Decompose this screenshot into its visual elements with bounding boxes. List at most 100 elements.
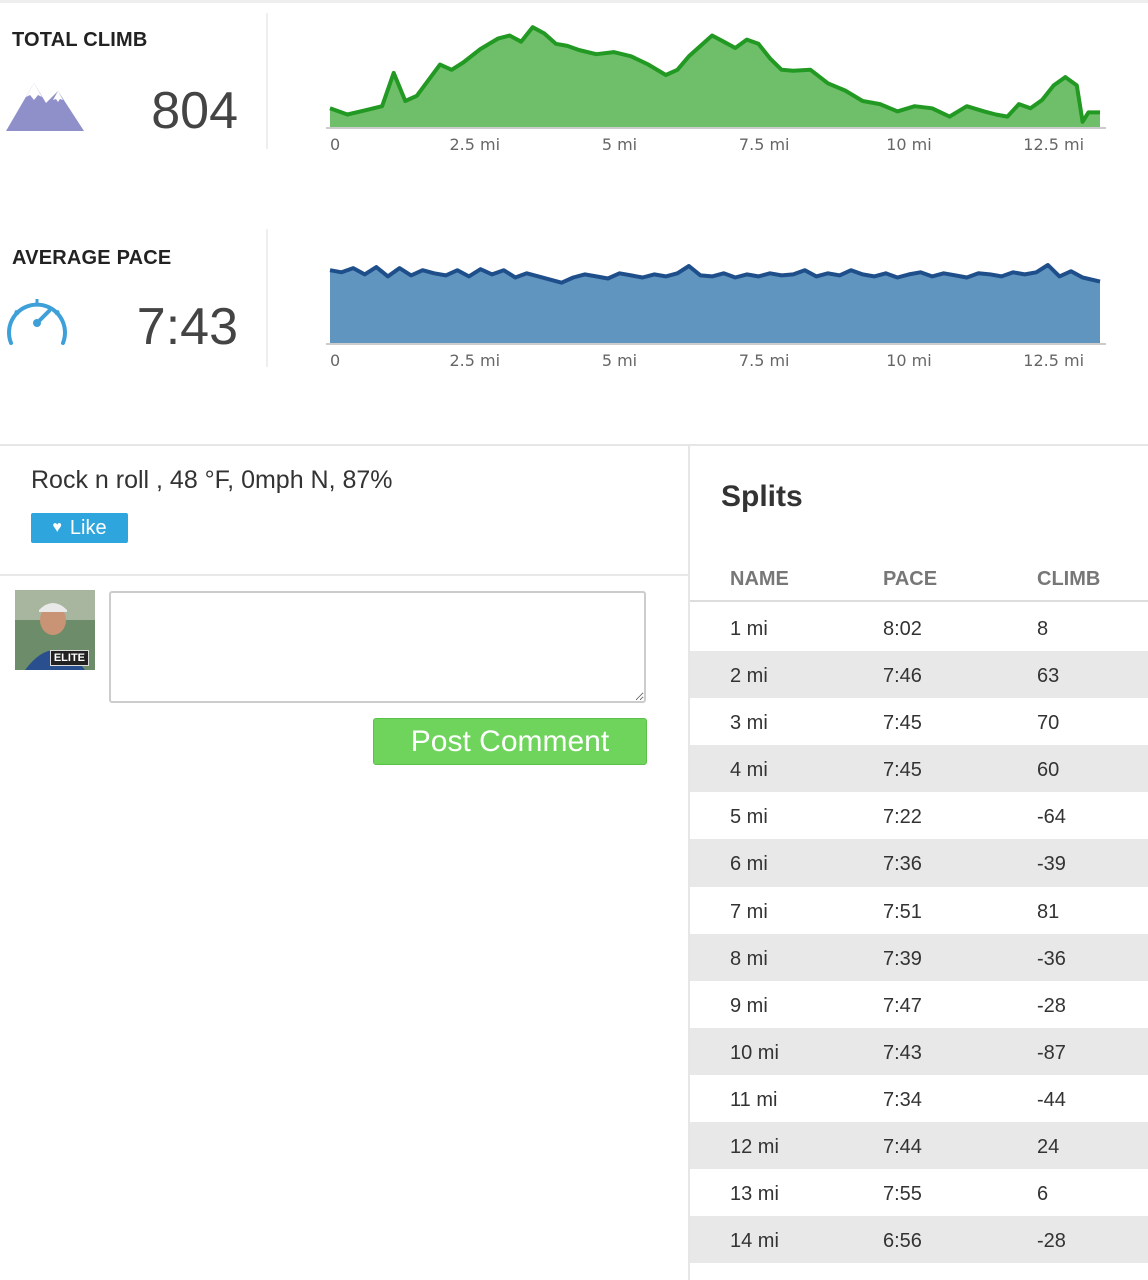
split-pace: 7:51	[883, 900, 922, 923]
split-pace: 7:45	[883, 712, 922, 735]
split-climb: -39	[1037, 853, 1066, 876]
split-climb: 8	[1037, 618, 1049, 640]
pace-line	[329, 263, 1101, 285]
pace-tick-label: 10 mi	[886, 351, 931, 370]
table-row: 3 mi 7:45 70	[690, 698, 1148, 745]
elevation-area	[330, 27, 1100, 128]
pace-tick-label: 12.5 mi	[1023, 351, 1084, 370]
pace-chart-svg: 0 2.5 mi 5 mi 7.5 mi 10 mi 12.5 mi	[326, 263, 1106, 370]
stat-divider	[266, 229, 268, 367]
splits-title: Splits	[721, 480, 803, 513]
activity-panel: Rock n roll , 48 °F, 0mph N, 87% ♥ Like …	[0, 446, 688, 1280]
pace-area	[330, 265, 1100, 343]
split-name: 3 mi	[730, 712, 768, 735]
column-header-climb[interactable]: CLIMB	[1037, 568, 1101, 590]
like-button[interactable]: ♥ Like	[31, 513, 128, 543]
split-pace: 7:55	[883, 1183, 922, 1206]
table-row: 10 mi 7:43 -87	[690, 1027, 1148, 1075]
split-name: 11 mi	[730, 1088, 778, 1111]
split-pace: 7:44	[883, 1136, 922, 1159]
pace-chart[interactable]: 0 2.5 mi 5 mi 7.5 mi 10 mi 12.5 mi	[300, 231, 1120, 391]
split-climb: -28	[1037, 994, 1066, 1017]
split-climb: -44	[1037, 1088, 1066, 1111]
split-pace: 7:47	[883, 994, 922, 1017]
pace-tick-label: 5 mi	[602, 351, 637, 370]
elevation-tick-label: 12.5 mi	[1023, 135, 1084, 154]
split-name: 2 mi	[730, 665, 768, 688]
split-name: 1 mi	[730, 618, 768, 640]
elevation-tick-label: 5 mi	[602, 135, 637, 154]
split-climb: 63	[1037, 665, 1060, 688]
like-label: Like	[69, 516, 107, 539]
average-pace-label: AVERAGE PACE	[12, 247, 172, 269]
split-pace: 7:22	[883, 806, 922, 829]
split-name: 7 mi	[730, 900, 768, 923]
elevation-chart[interactable]: 0 2.5 mi 5 mi 7.5 mi 10 mi 12.5 mi	[300, 15, 1120, 175]
split-name: 14 mi	[730, 1230, 779, 1253]
average-pace-value: 7:43	[136, 298, 238, 356]
split-pace: 7:39	[883, 947, 922, 970]
table-row: 1 mi 8:02 8	[690, 604, 1148, 651]
mountain-icon	[6, 83, 84, 131]
split-climb: -28	[1037, 1230, 1066, 1253]
splits-panel: Splits NAME PACE CLIMB 1 mi 8:02 8 2 mi 7:46…	[688, 446, 1148, 1280]
table-row: 13 mi 7:55 6	[690, 1169, 1148, 1216]
total-climb-stat: TOTAL CLIMB 804	[0, 13, 268, 203]
table-row: 12 mi 7:44 24	[690, 1122, 1148, 1170]
avatar[interactable]: ELITE	[15, 590, 95, 670]
column-header-pace[interactable]: PACE	[883, 568, 938, 590]
split-climb: 60	[1037, 759, 1060, 782]
split-pace: 6:56	[883, 1230, 922, 1253]
table-row: 11 mi 7:34 -44	[690, 1075, 1148, 1122]
column-header-name[interactable]: NAME	[730, 568, 789, 590]
split-pace: 7:34	[883, 1088, 922, 1111]
split-name: 10 mi	[730, 1041, 779, 1064]
split-name: 8 mi	[730, 947, 768, 970]
split-name: 5 mi	[730, 806, 768, 829]
split-climb: -64	[1037, 806, 1066, 829]
comment-input[interactable]	[109, 591, 646, 703]
activity-meta: Rock n roll , 48 °F, 0mph N, 87%	[31, 466, 393, 494]
split-pace: 7:45	[883, 759, 922, 782]
splits-table: 1 mi 8:02 8 2 mi 7:46 63 3 mi 7:45 70 4 mi 7:45 60 5…	[690, 604, 1148, 1264]
split-climb: 70	[1037, 712, 1060, 735]
divider	[0, 574, 688, 576]
elevation-tick-label: 7.5 mi	[739, 135, 790, 154]
stat-divider	[266, 13, 268, 149]
split-climb: -36	[1037, 947, 1066, 970]
elevation-tick-label: 2.5 mi	[449, 135, 500, 154]
table-row: 2 mi 7:46 63	[690, 651, 1148, 699]
split-pace: 7:43	[883, 1041, 922, 1064]
split-pace: 7:36	[883, 853, 922, 876]
split-name: 12 mi	[730, 1136, 779, 1159]
split-name: 13 mi	[730, 1183, 779, 1206]
split-pace: 8:02	[883, 618, 922, 640]
pace-tick-label: 2.5 mi	[449, 351, 500, 370]
stats-panel: TOTAL CLIMB 804 0 2.5 mi 5 mi 7.5 mi 10 mi 12…	[0, 0, 1148, 446]
split-pace: 7:46	[883, 665, 922, 688]
elevation-tick-label: 0	[330, 135, 340, 154]
split-name: 6 mi	[730, 853, 768, 876]
average-pace-stat: AVERAGE PACE 7:43	[0, 229, 268, 419]
post-comment-button[interactable]: Post Comment	[373, 718, 647, 765]
elevation-line	[329, 25, 1100, 124]
split-climb: 24	[1037, 1136, 1060, 1159]
speedometer-icon	[7, 299, 67, 345]
split-climb: -87	[1037, 1041, 1066, 1064]
elevation-tick-label: 10 mi	[886, 135, 931, 154]
table-row: 8 mi 7:39 -36	[690, 933, 1148, 981]
pace-tick-label: 7.5 mi	[739, 351, 790, 370]
split-name: 4 mi	[730, 759, 768, 782]
table-row: 4 mi 7:45 60	[690, 745, 1148, 793]
total-climb-label: TOTAL CLIMB	[12, 29, 148, 51]
table-row: 7 mi 7:51 81	[690, 887, 1148, 934]
pace-tick-label: 0	[330, 351, 340, 370]
table-row: 5 mi 7:22 -64	[690, 792, 1148, 839]
splits-header: NAME PACE CLIMB	[690, 556, 1148, 602]
table-row: 6 mi 7:36 -39	[690, 839, 1148, 887]
split-climb: 81	[1037, 900, 1060, 923]
total-climb-value: 804	[151, 82, 238, 140]
heart-icon: ♥	[52, 519, 62, 536]
split-name: 9 mi	[730, 994, 768, 1017]
table-row: 9 mi 7:47 -28	[690, 981, 1148, 1028]
